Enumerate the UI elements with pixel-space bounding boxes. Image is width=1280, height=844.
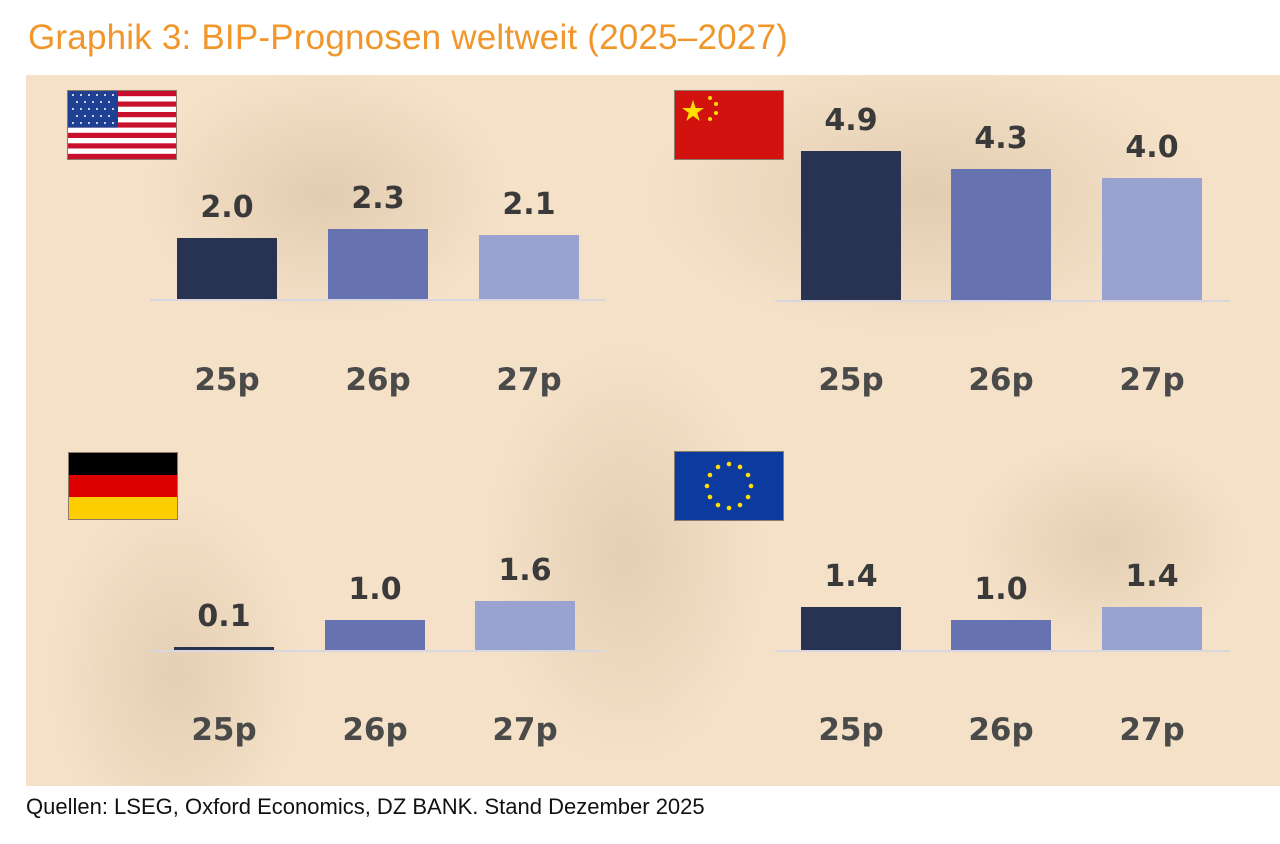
data-label: 1.4 xyxy=(1125,559,1179,595)
data-label: 4.0 xyxy=(1125,130,1179,165)
category-label: 27p xyxy=(1119,362,1185,398)
category-label: 27p xyxy=(1119,712,1185,748)
data-label: 0.1 xyxy=(197,598,251,634)
category-label: 25p xyxy=(818,712,884,748)
chart-title: Graphik 3: BIP-Prognosen weltweit (2025–… xyxy=(28,18,788,57)
bar-25p xyxy=(801,150,901,300)
germany-flag xyxy=(68,452,178,520)
us-flag xyxy=(67,90,177,160)
eu-flag xyxy=(674,451,784,521)
data-label: 2.3 xyxy=(351,180,405,216)
data-label: 4.9 xyxy=(824,102,878,138)
data-label: 2.1 xyxy=(502,186,556,222)
category-label: 26p xyxy=(968,362,1034,398)
baseline xyxy=(775,650,1230,652)
baseline xyxy=(150,299,605,301)
bar-27p xyxy=(1102,607,1202,650)
baseline xyxy=(150,650,605,652)
data-label: 1.6 xyxy=(498,553,552,589)
bar-27p xyxy=(1102,178,1202,300)
category-label: 26p xyxy=(968,712,1034,748)
bar-26p xyxy=(325,619,425,650)
bar-26p xyxy=(951,619,1051,650)
data-label: 4.3 xyxy=(974,120,1028,156)
bar-25p xyxy=(801,607,901,650)
category-label: 26p xyxy=(345,362,411,398)
category-label: 27p xyxy=(492,712,558,748)
data-label: 1.0 xyxy=(974,571,1028,607)
bar-26p xyxy=(328,228,428,299)
data-label: 1.0 xyxy=(348,571,402,607)
source-note: Quellen: LSEG, Oxford Economics, DZ BANK… xyxy=(26,794,705,819)
category-label: 25p xyxy=(818,362,884,398)
bar-26p xyxy=(951,168,1051,300)
bar-27p xyxy=(475,601,575,650)
category-label: 25p xyxy=(191,712,257,748)
category-label: 25p xyxy=(194,362,260,398)
baseline xyxy=(775,300,1230,302)
bar-27p xyxy=(479,234,579,299)
bar-25p xyxy=(177,238,277,299)
data-label: 2.0 xyxy=(200,190,254,225)
world-map-background xyxy=(26,75,1280,786)
category-label: 26p xyxy=(342,712,408,748)
category-label: 27p xyxy=(496,362,562,398)
data-label: 1.4 xyxy=(824,559,878,595)
china-flag xyxy=(674,90,784,160)
bar-25p xyxy=(174,646,274,650)
